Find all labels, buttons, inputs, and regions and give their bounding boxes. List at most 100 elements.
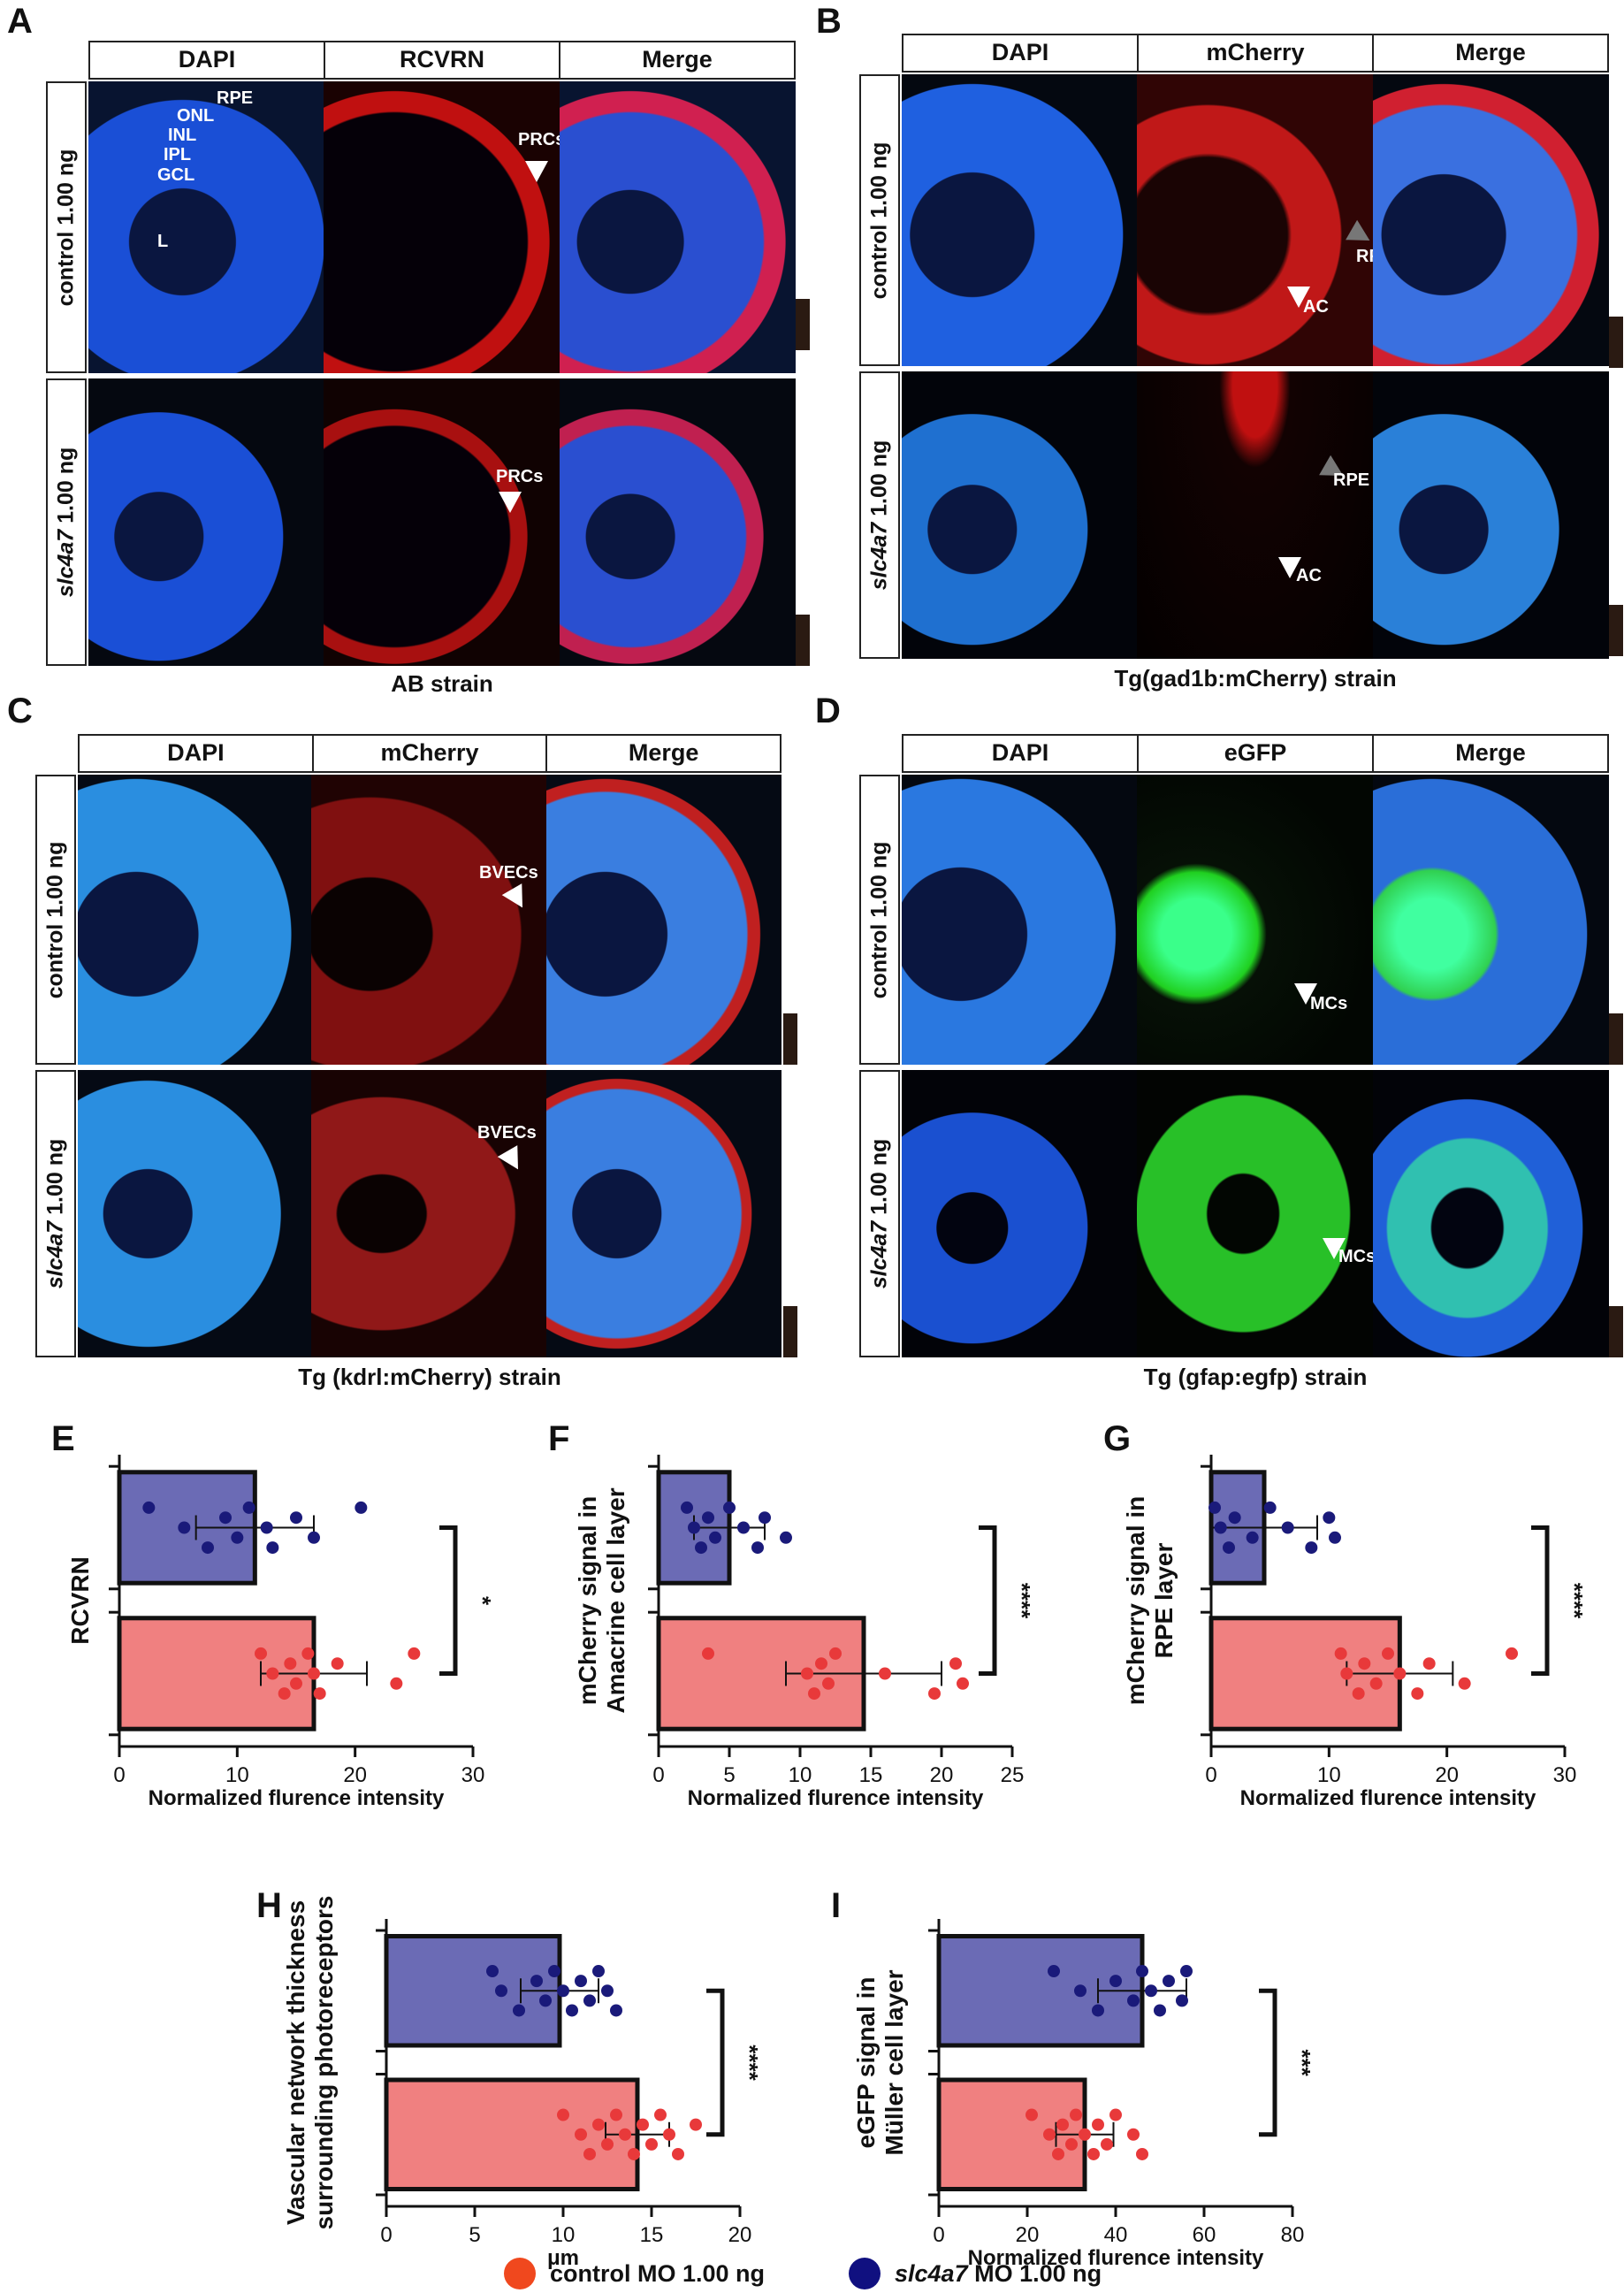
data-point-f: [723, 1501, 736, 1514]
significance-label-g: ****: [1561, 1583, 1588, 1619]
data-point-h: [513, 2004, 525, 2017]
data-point-e: [408, 1647, 421, 1660]
x-tick-label-f: 15: [859, 1763, 883, 1787]
data-point-g: [1352, 1687, 1365, 1701]
data-point-i: [1079, 2128, 1091, 2141]
data-point-i: [1056, 2118, 1069, 2131]
data-point-i: [1127, 2128, 1140, 2141]
micrograph-d-control-egfp: MCs: [1137, 775, 1373, 1065]
data-point-f: [808, 1687, 820, 1701]
micrograph-b-control-merge: [1373, 74, 1609, 366]
data-point-f: [702, 1511, 714, 1525]
header-dapi: DAPI: [903, 35, 1139, 71]
x-axis-label-f: Normalized flurence intensity: [688, 1786, 984, 1810]
panel-c-header: DAPI mCherry Merge: [78, 734, 782, 773]
data-point-f: [688, 1521, 700, 1534]
bar-g-slc4a7: [1208, 1470, 1267, 1586]
panel-label-i: I: [831, 1886, 841, 1925]
data-point-g: [1246, 1531, 1259, 1544]
x-tick-label-e: 20: [343, 1763, 367, 1787]
data-point-i: [1109, 1975, 1122, 1988]
micrograph-c-control-dapi: [78, 775, 311, 1065]
panel-label-f: F: [548, 1419, 569, 1458]
data-point-e: [278, 1687, 291, 1701]
data-point-e: [313, 1687, 326, 1701]
data-point-e: [242, 1501, 255, 1514]
data-point-h: [592, 2118, 605, 2131]
strain-label-b: Tg(gad1b:mCherry) strain: [1114, 665, 1397, 692]
header-dapi: DAPI: [80, 736, 314, 771]
micrograph-b-slc4a7-mcherry: RPE AC: [1137, 371, 1373, 659]
data-point-h: [690, 2118, 702, 2131]
significance-bracket-i: [1259, 1988, 1277, 2137]
header-egfp: eGFP: [1139, 736, 1374, 771]
micrograph-b-slc4a7-dapi: [902, 371, 1137, 659]
legend-marker-slc4a7: [849, 2258, 881, 2289]
x-tick-label-i: 80: [1281, 2223, 1305, 2247]
strain-label-c: Tg (kdrl:mCherry) strain: [298, 1364, 561, 1390]
panel-label-g: G: [1103, 1419, 1131, 1458]
data-point-i: [1092, 2118, 1104, 2131]
data-point-f: [928, 1687, 941, 1701]
data-point-e: [202, 1541, 214, 1555]
scale-bar: [783, 1306, 797, 1357]
header-merge: Merge: [628, 739, 699, 766]
data-point-e: [301, 1647, 315, 1660]
data-point-f: [815, 1657, 827, 1670]
header-merge: Merge: [1455, 739, 1526, 766]
data-point-i: [1145, 1984, 1157, 1998]
data-point-f: [780, 1531, 792, 1544]
x-tick-label-f: 5: [723, 1763, 735, 1787]
significance-bracket-g: [1531, 1525, 1550, 1676]
data-point-g: [1329, 1531, 1341, 1544]
y-axis-label-e: RCVRN: [66, 1556, 94, 1645]
significance-label-e: *: [469, 1596, 496, 1606]
micrograph-d-control-dapi: [902, 775, 1137, 1065]
data-point-e: [219, 1511, 232, 1525]
row-label-control: control 1.00 ng: [859, 775, 900, 1065]
data-point-h: [566, 2004, 578, 2017]
data-point-e: [260, 1521, 273, 1534]
bar-i-slc4a7: [936, 1934, 1145, 2048]
scale-bar: [1609, 605, 1623, 656]
scale-bar: [783, 1013, 797, 1065]
x-tick-label-h: 10: [552, 2223, 576, 2247]
legend-label-slc4a7: slc4a7 MO 1.00 ng: [895, 2259, 1102, 2287]
bar-h-slc4a7: [384, 1934, 562, 2048]
micrograph-d-control-merge: [1373, 775, 1609, 1065]
bar-f-slc4a7: [656, 1470, 732, 1586]
data-point-i: [1109, 2108, 1122, 2121]
data-point-i: [1154, 2004, 1166, 2017]
row-label-control: control 1.00 ng: [35, 775, 76, 1065]
x-tick-label-h: 0: [380, 2223, 392, 2247]
data-point-g: [1506, 1647, 1518, 1660]
scale-bar: [796, 615, 810, 666]
data-point-g: [1228, 1511, 1241, 1525]
legend-control: control MO 1.00 ng: [504, 2258, 765, 2289]
row-label-control: control 1.00 ng: [859, 74, 900, 366]
bar-i-control: [936, 2077, 1087, 2191]
y-axis-label-h: surrounding photoreceptors: [310, 1896, 338, 2230]
data-point-f: [949, 1657, 962, 1670]
header-dapi: DAPI: [903, 736, 1139, 771]
bar-e-control: [117, 1616, 316, 1731]
data-point-h: [645, 2137, 658, 2151]
x-tick-label-i: 0: [933, 2223, 944, 2247]
data-point-h: [610, 2108, 622, 2121]
data-point-h: [539, 1994, 552, 2007]
micrograph-a-slc4a7-merge: [560, 378, 796, 666]
micrograph-d-slc4a7-merge: [1373, 1070, 1609, 1357]
y-axis-label-i: Müller cell layer: [881, 1969, 908, 2155]
micrograph-c-control-merge: [546, 775, 782, 1065]
micrograph-b-slc4a7-merge: [1373, 371, 1609, 659]
data-point-i: [1087, 2147, 1100, 2160]
micrograph-a-slc4a7-dapi: [88, 378, 324, 666]
panel-label-h: H: [256, 1886, 282, 1925]
data-point-f: [822, 1677, 835, 1690]
x-tick-label-i: 60: [1193, 2223, 1216, 2247]
data-point-g: [1382, 1647, 1394, 1660]
panel-d-header: DAPI eGFP Merge: [902, 734, 1609, 773]
data-point-g: [1369, 1677, 1383, 1690]
data-point-h: [592, 1965, 605, 1978]
header-mcherry: mCherry: [314, 736, 548, 771]
